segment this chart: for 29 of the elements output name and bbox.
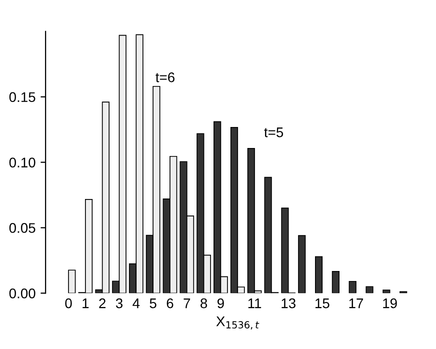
y-tick-label: 0.10 (9, 158, 36, 168)
x-tick-label: 19 (383, 298, 397, 308)
x-tick-label: 11 (248, 298, 262, 308)
x-tick-label: 1 (82, 298, 89, 308)
bar (348, 280, 356, 294)
x-tick-label: 4 (132, 298, 140, 308)
x-tick-label: 9 (218, 298, 224, 308)
bar (68, 270, 76, 294)
x-tick-label: 3 (116, 298, 122, 308)
annotation: t=6 (156, 72, 174, 82)
x-tick-label: 13 (282, 298, 296, 308)
bar (314, 256, 323, 294)
bar (298, 235, 306, 294)
x-tick-label: 6 (166, 298, 174, 308)
x-axis-title: X$_{1536,t}$ (216, 316, 260, 330)
x-tick-label: 2 (99, 298, 106, 308)
x-tick-label: 0 (65, 298, 72, 308)
annotation: t=5 (264, 128, 284, 138)
x-tick-label: 15 (316, 298, 330, 308)
x-tick-label: 7 (184, 298, 190, 308)
x-tick-label: 8 (200, 298, 208, 308)
y-tick-label: 0.05 (9, 223, 36, 233)
bar (382, 290, 390, 294)
bar (332, 271, 340, 294)
bar (366, 286, 374, 294)
x-tick-label: 17 (349, 298, 364, 308)
y-tick-label: 0.15 (9, 92, 36, 102)
x-tick-label: 5 (150, 298, 156, 308)
y-tick-label: 0.00 (9, 288, 36, 298)
